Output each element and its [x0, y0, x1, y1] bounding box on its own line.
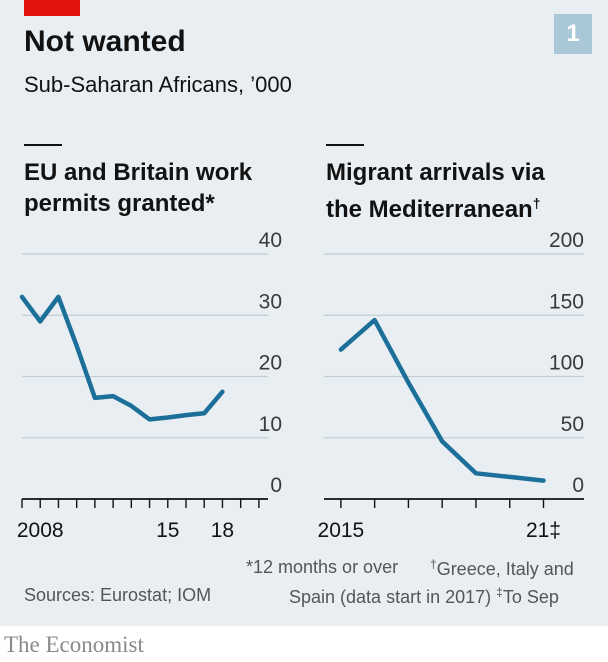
dagger-mark: † [532, 195, 541, 211]
y-tick-label: 30 [259, 290, 282, 313]
brand-red-tag [24, 0, 80, 16]
y-tick-label: 0 [270, 474, 282, 497]
right-panel-title-line-1: Migrant arrivals via [326, 159, 545, 186]
x-tick-label: 2008 [17, 519, 64, 542]
left-panel-title: EU and Britain work permits granted* [24, 157, 252, 219]
x-tick-label: 21‡ [526, 519, 561, 542]
y-tick-label: 0 [572, 474, 584, 497]
y-tick-label: 20 [259, 352, 282, 375]
x-tick-label: 2015 [318, 519, 365, 542]
source-note: Sources: Eurostat; IOM [24, 585, 212, 605]
left-panel-title-line-1: EU and Britain work [24, 159, 253, 186]
right-panel-title-line-2: the Mediterranean† [326, 188, 545, 225]
series-line [19, 294, 225, 422]
right-panel-title-line-2-text: the Mediterranean [326, 196, 533, 223]
y-tick-label: 200 [549, 229, 584, 252]
economist-logo-text: The Economist [4, 632, 144, 657]
chart-subtitle: Sub-Saharan Africans, ’000 [24, 72, 292, 97]
footnote-right-line-1: †Greece, Italy and [430, 557, 574, 580]
right-panel-title: Migrant arrivals via the Mediterranean† [326, 157, 545, 225]
left-panel-rule [24, 144, 62, 146]
chart-panel: Not wanted Sub-Saharan Africans, ’000 1 … [0, 0, 608, 626]
footnote-right-line-1-text: Greece, Italy and [436, 559, 574, 579]
left-panel-title-line-2: permits granted* [24, 190, 215, 217]
right-panel-rule [326, 144, 364, 146]
left-plot: 0 10 20 30 40 2008 15 18 [17, 229, 282, 542]
footnote-right-line-2: Spain (data start in 2017) ‡To Sep [289, 585, 559, 608]
footnote-right-line-2-text: Spain (data start in 2017) [289, 587, 492, 607]
y-tick-label: 100 [549, 352, 584, 375]
footnote-double-dagger: ‡ [496, 585, 503, 599]
chart-title: Not wanted [24, 25, 186, 58]
y-tick-label: 50 [561, 413, 584, 436]
footnote-dagger: † [430, 557, 437, 571]
footnote-right-line-2-end: To Sep [502, 587, 559, 607]
x-tick-label: 15 [156, 519, 179, 542]
series-line [338, 317, 546, 483]
y-tick-label: 10 [259, 413, 282, 436]
x-tick-label: 18 [211, 519, 234, 542]
footnote-left: *12 months or over [246, 557, 399, 577]
y-tick-label: 40 [259, 229, 282, 252]
y-tick-label: 150 [549, 290, 584, 313]
chart-number-badge: 1 [554, 14, 592, 54]
line-charts-svg: 0 10 20 30 40 2008 15 18 0 50 100 150 200 2015 21‡ [17, 229, 584, 542]
right-plot: 0 50 100 150 200 2015 21‡ [318, 229, 584, 542]
